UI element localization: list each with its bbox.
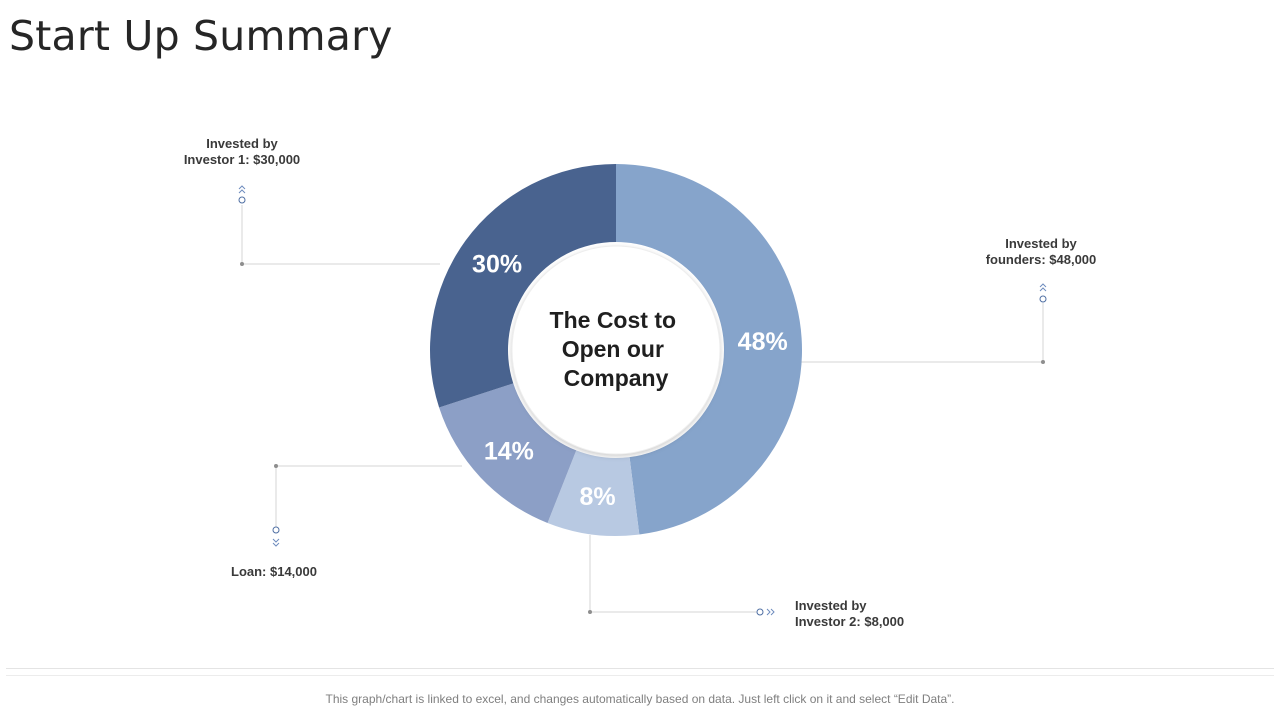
donut-hole — [512, 246, 720, 454]
chevron-up-icon — [238, 185, 246, 190]
callout-loan: Loan: $14,000 — [194, 564, 354, 580]
slice-investor1[interactable] — [430, 164, 616, 408]
connector-dot — [1041, 360, 1045, 364]
callout-founders: Invested by founders: $48,000 — [961, 236, 1121, 268]
slice-loan[interactable] — [439, 383, 577, 523]
callout-investor2-line-1: Invested by — [795, 598, 867, 613]
marker-circle-icon — [272, 526, 280, 534]
callout-investor1-line-2: Investor 1: $30,000 — [183, 152, 301, 167]
percent-label-investor1: 30% — [472, 251, 522, 279]
callout-investor2-line-2: Investor 2: $8,000 — [795, 614, 905, 629]
callout-investor2: Invested by Investor 2: $8,000 — [795, 598, 975, 630]
slice-investor2[interactable] — [547, 450, 640, 536]
chevron-down-icon — [272, 538, 280, 543]
chevron-right-icon — [770, 608, 775, 616]
marker-circle-icon — [238, 196, 246, 204]
chevron-up-icon — [1039, 283, 1047, 288]
percent-label-investor2: 8% — [580, 483, 616, 511]
footer-divider — [6, 668, 1274, 669]
connector-investor1 — [241, 205, 440, 265]
center-label-line-2: Open our — [562, 336, 664, 362]
connector-dot — [274, 464, 278, 468]
callout-founders-line-2: founders: $48,000 — [985, 252, 1097, 267]
center-label: The Cost to Open our Company — [550, 307, 683, 391]
marker-circle-icon — [756, 608, 764, 616]
chevron-down-icon — [272, 542, 280, 547]
connector-investor2 — [589, 535, 758, 613]
connector-dot — [588, 610, 592, 614]
footer-note: This graph/chart is linked to excel, and… — [325, 692, 955, 706]
callout-investor1-line-1: Invested by — [206, 136, 278, 151]
connector-loan — [275, 465, 462, 531]
percent-label-loan: 14% — [484, 438, 534, 466]
chevron-up-icon — [1039, 287, 1047, 292]
page-title: Start Up Summary — [9, 12, 393, 60]
chevron-up-icon — [238, 189, 246, 194]
center-label-line-3: Company — [564, 365, 669, 391]
connector-dot — [240, 262, 244, 266]
percent-label-founders: 48% — [738, 328, 788, 356]
center-label-line-1: The Cost to — [550, 307, 677, 333]
callout-investor1: Invested by Investor 1: $30,000 — [162, 136, 322, 168]
slice-founders[interactable] — [616, 164, 803, 535]
marker-circle-icon — [1039, 295, 1047, 303]
footer-divider — [6, 675, 1274, 676]
callout-founders-line-1: Invested by — [1005, 236, 1077, 251]
chevron-right-icon — [766, 608, 771, 616]
callout-loan-line-1: Loan: $14,000 — [231, 564, 317, 579]
connector-founders — [800, 303, 1044, 363]
